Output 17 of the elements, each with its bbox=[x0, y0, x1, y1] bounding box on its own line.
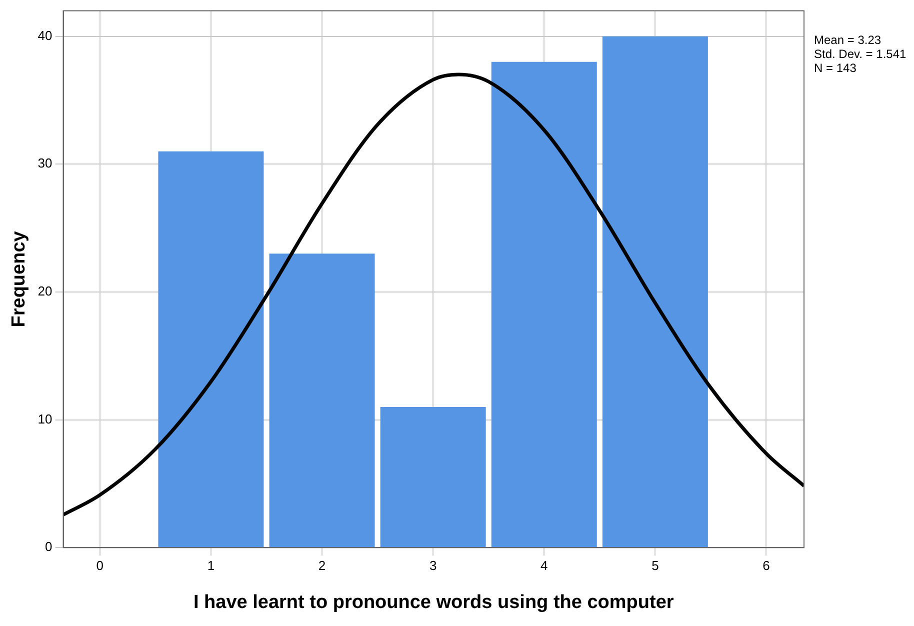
y-tick-label: 0 bbox=[45, 539, 52, 554]
x-tick-label: 2 bbox=[318, 558, 326, 573]
y-tick-label: 20 bbox=[38, 284, 52, 299]
y-tick-label: 40 bbox=[38, 28, 52, 43]
x-tick-label: 5 bbox=[652, 558, 659, 573]
x-tick-label: 1 bbox=[207, 558, 215, 573]
y-axis-title: Frequency bbox=[8, 230, 30, 328]
text: Std. Dev. = 1.541 bbox=[814, 47, 906, 62]
text: N = 143 bbox=[814, 61, 857, 76]
x-tick-label: 3 bbox=[429, 558, 437, 573]
x-tick-label: 0 bbox=[96, 558, 104, 573]
x-tick-label: 6 bbox=[762, 558, 770, 573]
text: Mean = 3.23 bbox=[814, 33, 882, 48]
x-tick-label: 4 bbox=[540, 558, 548, 573]
y-tick-label: 10 bbox=[38, 411, 52, 426]
x-axis-title: I have learnt to pronounce words using the computer bbox=[193, 592, 674, 613]
y-tick-label: 30 bbox=[38, 156, 52, 171]
